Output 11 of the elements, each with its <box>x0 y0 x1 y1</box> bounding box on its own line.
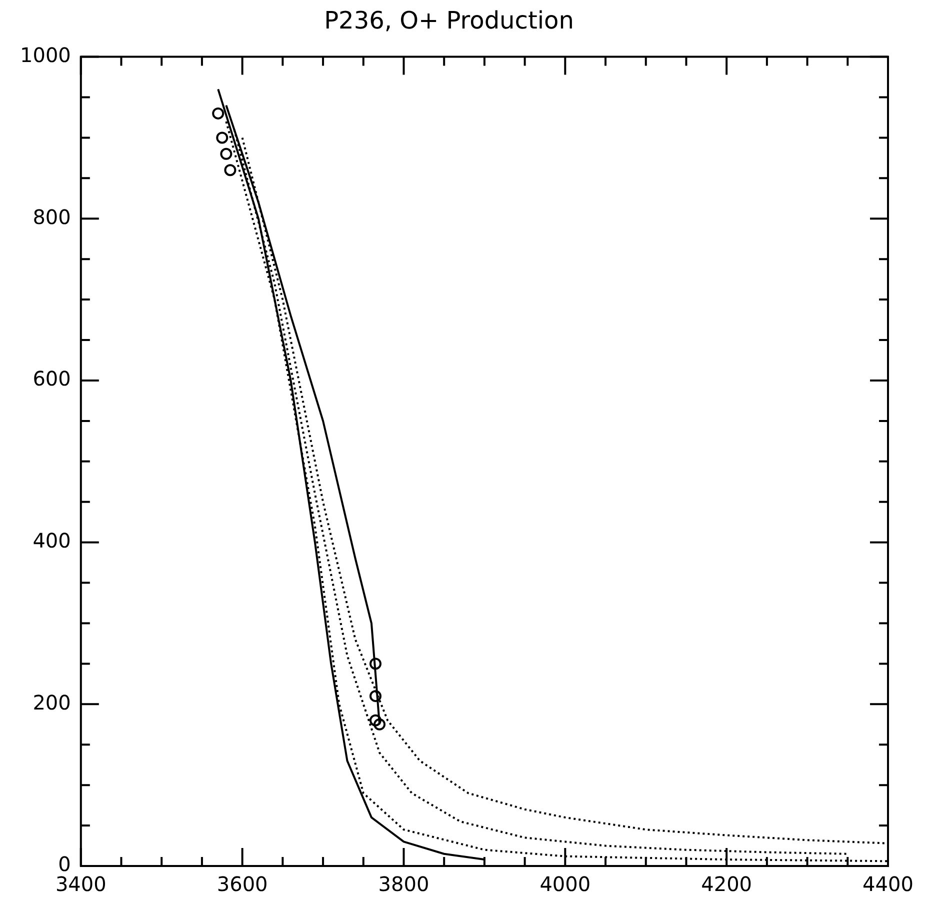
x-tick-label: 3600 <box>216 872 268 896</box>
y-tick-label: 1000 <box>20 43 71 68</box>
y-tick-label: 600 <box>32 366 71 391</box>
x-tick-label: 3800 <box>378 872 430 896</box>
x-tick-label: 4400 <box>862 872 914 896</box>
y-tick-label: 800 <box>32 204 71 229</box>
y-tick-label: 200 <box>32 690 71 714</box>
chart-title: P236, O+ Production <box>324 6 574 35</box>
y-tick-label: 400 <box>32 528 71 553</box>
x-tick-label: 4200 <box>701 872 752 896</box>
x-tick-label: 4000 <box>540 872 591 896</box>
